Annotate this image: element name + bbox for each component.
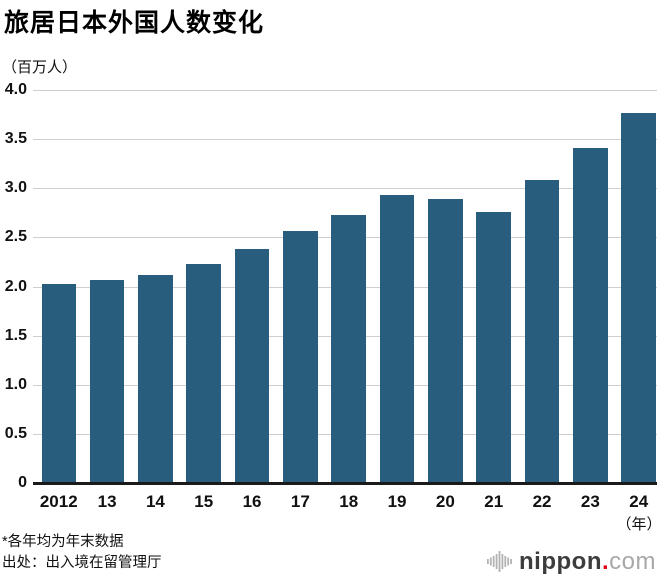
bar-13 — [89, 279, 125, 483]
y-tick-label-0: 0 — [18, 474, 27, 491]
x-tick-label-20: 20 — [435, 492, 455, 511]
x-tick-label-13: 13 — [97, 492, 117, 511]
logo-wordmark: nippon.com — [519, 547, 656, 575]
y-tick-label-1.0: 1.0 — [4, 375, 27, 393]
logo-text-com: com — [609, 547, 656, 575]
y-tick-label-2.0: 2.0 — [4, 277, 27, 295]
bar-14 — [138, 274, 173, 483]
bar-21 — [476, 211, 511, 483]
bar-16 — [234, 249, 270, 483]
x-tick-label-18: 18 — [339, 492, 359, 511]
bar-18 — [331, 214, 366, 483]
bar-20 — [428, 199, 463, 483]
gridline-y-3.5 — [33, 139, 657, 141]
y-axis-unit-label: （百万人） — [2, 59, 78, 76]
x-tick-label-15: 15 — [194, 492, 214, 511]
y-tick-label-2.5: 2.5 — [4, 228, 27, 246]
y-tick-label-3.5: 3.5 — [4, 130, 27, 148]
footnote-source: 出处：出入境在留管理厅 — [2, 555, 162, 571]
logo-text-nippon: nippon — [519, 547, 602, 575]
x-tick-label-2012: 2012 — [39, 492, 78, 511]
y-tick-label-0.5: 0.5 — [4, 424, 27, 442]
x-tick-label-14: 14 — [145, 492, 165, 511]
bar-23 — [573, 147, 608, 483]
x-tick-label-19: 19 — [387, 492, 407, 511]
bar-15 — [186, 263, 221, 483]
x-tick-label-17: 17 — [290, 492, 310, 511]
logo-text-dot: . — [601, 547, 610, 575]
plot-area — [33, 90, 657, 483]
x-tick-label-22: 22 — [532, 492, 552, 511]
footnote-data-basis: *各年均为年末数据 — [2, 534, 124, 550]
bar-22 — [524, 180, 560, 483]
footnotes: *各年均为年末数据 出处：出入境在留管理厅 — [2, 532, 162, 574]
x-tick-label-16: 16 — [242, 492, 262, 511]
bar-19 — [379, 195, 415, 483]
nippon-logo-mark-icon — [486, 548, 513, 575]
x-axis-line — [33, 482, 657, 485]
y-tick-label-1.5: 1.5 — [4, 326, 27, 344]
bar-24 — [621, 112, 656, 483]
x-tick-label-23: 23 — [580, 492, 600, 511]
x-tick-label-24: 24 — [629, 492, 649, 511]
page-title: 旅居日本外国人数变化 — [4, 9, 265, 37]
bar-17 — [283, 231, 318, 483]
gridline-y-4.0 — [33, 90, 657, 91]
gridline-y-3.0 — [33, 188, 657, 190]
y-tick-label-3.0: 3.0 — [4, 179, 27, 197]
x-tick-label-21: 21 — [484, 492, 504, 511]
x-axis-unit-label: （年） — [616, 516, 660, 533]
bar-2012 — [41, 283, 76, 483]
y-tick-label-4.0: 4.0 — [4, 81, 27, 98]
nippon-com-logo: nippon.com — [486, 548, 656, 575]
